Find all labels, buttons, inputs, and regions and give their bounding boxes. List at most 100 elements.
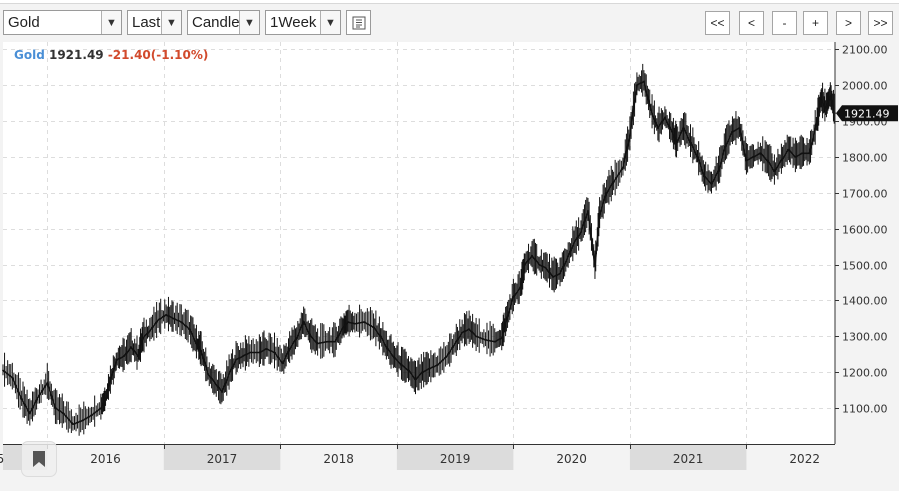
data-point bbox=[273, 351, 276, 354]
zoom-in-button[interactable]: + bbox=[803, 11, 828, 35]
legend-last-price: 1921.49 bbox=[48, 48, 104, 62]
data-point bbox=[62, 412, 65, 415]
data-point bbox=[773, 170, 776, 173]
data-point bbox=[137, 355, 140, 357]
data-point bbox=[228, 373, 230, 375]
price-field-select[interactable]: Last ▼ bbox=[127, 10, 182, 35]
data-point bbox=[309, 335, 312, 338]
data-point bbox=[148, 330, 151, 332]
chart-style-select[interactable]: Candle ▼ bbox=[187, 10, 260, 35]
data-point bbox=[265, 347, 268, 350]
data-point bbox=[519, 286, 522, 289]
data-point bbox=[524, 263, 526, 266]
data-point bbox=[157, 319, 159, 322]
data-point bbox=[594, 265, 596, 268]
data-point bbox=[642, 80, 645, 83]
data-point bbox=[123, 355, 126, 357]
data-point bbox=[605, 191, 608, 194]
data-point bbox=[493, 340, 496, 343]
chevron-down-icon[interactable]: ▼ bbox=[161, 11, 181, 34]
y-tick-label: 2100.00 bbox=[842, 44, 888, 57]
data-point bbox=[717, 170, 720, 173]
price-tag-box bbox=[836, 105, 898, 122]
data-point bbox=[258, 351, 261, 354]
data-point bbox=[116, 358, 119, 361]
data-point bbox=[165, 313, 168, 316]
x-tick-label: 2018 bbox=[323, 452, 354, 466]
data-point bbox=[104, 398, 107, 401]
data-point bbox=[46, 382, 49, 384]
nav-last-button[interactable]: >> bbox=[868, 11, 893, 35]
data-point bbox=[573, 242, 575, 244]
data-point bbox=[414, 378, 417, 381]
legend: Gold 1921.49 -21.40(-1.10%) bbox=[14, 48, 208, 62]
x-tick-label: 2017 bbox=[207, 452, 238, 466]
toolbar: Gold ▼ Last ▼ Candle ▼ 1Week ▼ << < - + … bbox=[0, 0, 899, 42]
price-chart[interactable]: 1100.00 1200.00 1300.00 1400.00 1500.00 1600.… bbox=[0, 42, 899, 491]
chevron-down-icon[interactable]: ▼ bbox=[320, 11, 340, 34]
data-point bbox=[636, 84, 638, 86]
chart-style-value: Candle bbox=[192, 14, 239, 31]
data-point bbox=[580, 231, 582, 234]
zoom-out-button[interactable]: - bbox=[772, 11, 797, 35]
interval-select[interactable]: 1Week ▼ bbox=[265, 10, 341, 35]
data-point bbox=[235, 358, 237, 361]
data-point bbox=[295, 337, 298, 340]
data-point bbox=[446, 355, 448, 357]
data-point bbox=[475, 335, 477, 338]
data-point bbox=[207, 373, 209, 375]
data-point bbox=[512, 295, 515, 298]
legend-symbol: Gold bbox=[14, 48, 45, 62]
chevron-down-icon[interactable]: ▼ bbox=[101, 11, 121, 34]
x-axis-ticks: 2015 2016 2017 2018 2019 2020 2021 2022 bbox=[0, 444, 820, 466]
data-point bbox=[90, 414, 93, 417]
nav-prev-button[interactable]: < bbox=[739, 11, 764, 35]
data-point bbox=[815, 123, 818, 126]
data-point bbox=[689, 141, 692, 144]
data-point bbox=[731, 130, 734, 133]
x-axis-band bbox=[163, 445, 281, 470]
data-point bbox=[703, 175, 706, 178]
data-point bbox=[2, 369, 4, 372]
legend-change: -21.40(-1.10%) bbox=[107, 48, 209, 62]
data-point bbox=[99, 407, 102, 410]
bookmark-button[interactable] bbox=[21, 441, 57, 477]
data-point bbox=[379, 335, 382, 338]
data-point bbox=[820, 98, 822, 101]
nav-first-button[interactable]: << bbox=[705, 11, 730, 35]
data-point bbox=[824, 107, 827, 110]
data-point bbox=[622, 166, 624, 169]
bookmark-icon bbox=[33, 451, 45, 467]
top-border bbox=[0, 0, 899, 4]
data-point bbox=[738, 127, 741, 130]
data-point bbox=[37, 396, 39, 399]
data-point bbox=[468, 328, 471, 331]
data-point bbox=[829, 94, 832, 97]
x-tick-label: 2019 bbox=[440, 452, 471, 466]
x-tick-label: 2020 bbox=[556, 452, 587, 466]
data-point bbox=[461, 331, 464, 334]
data-point bbox=[710, 182, 713, 185]
data-point bbox=[759, 152, 762, 155]
data-point bbox=[787, 148, 790, 151]
list-icon bbox=[352, 16, 365, 29]
x-axis-band bbox=[629, 445, 747, 470]
data-point bbox=[531, 254, 533, 257]
data-point bbox=[20, 398, 23, 401]
nav-next-button[interactable]: > bbox=[836, 11, 861, 35]
data-point bbox=[326, 340, 328, 343]
x-axis-band bbox=[396, 445, 514, 470]
y-tick-label: 1700.00 bbox=[842, 188, 888, 201]
last-price-tag: 1921.49 bbox=[836, 105, 898, 122]
indicators-button[interactable] bbox=[346, 10, 371, 35]
symbol-select[interactable]: Gold ▼ bbox=[3, 10, 122, 35]
y-tick-label: 1400.00 bbox=[842, 295, 888, 308]
y-tick-label: 1300.00 bbox=[842, 331, 888, 344]
chevron-down-icon[interactable]: ▼ bbox=[239, 11, 259, 34]
data-point bbox=[663, 116, 666, 119]
data-point bbox=[347, 321, 349, 323]
y-axis-ticks: 1100.00 1200.00 1300.00 1400.00 1500.00 1600.… bbox=[835, 44, 888, 416]
data-point bbox=[484, 339, 487, 341]
price-field-value: Last bbox=[132, 14, 161, 31]
data-point bbox=[587, 209, 589, 212]
